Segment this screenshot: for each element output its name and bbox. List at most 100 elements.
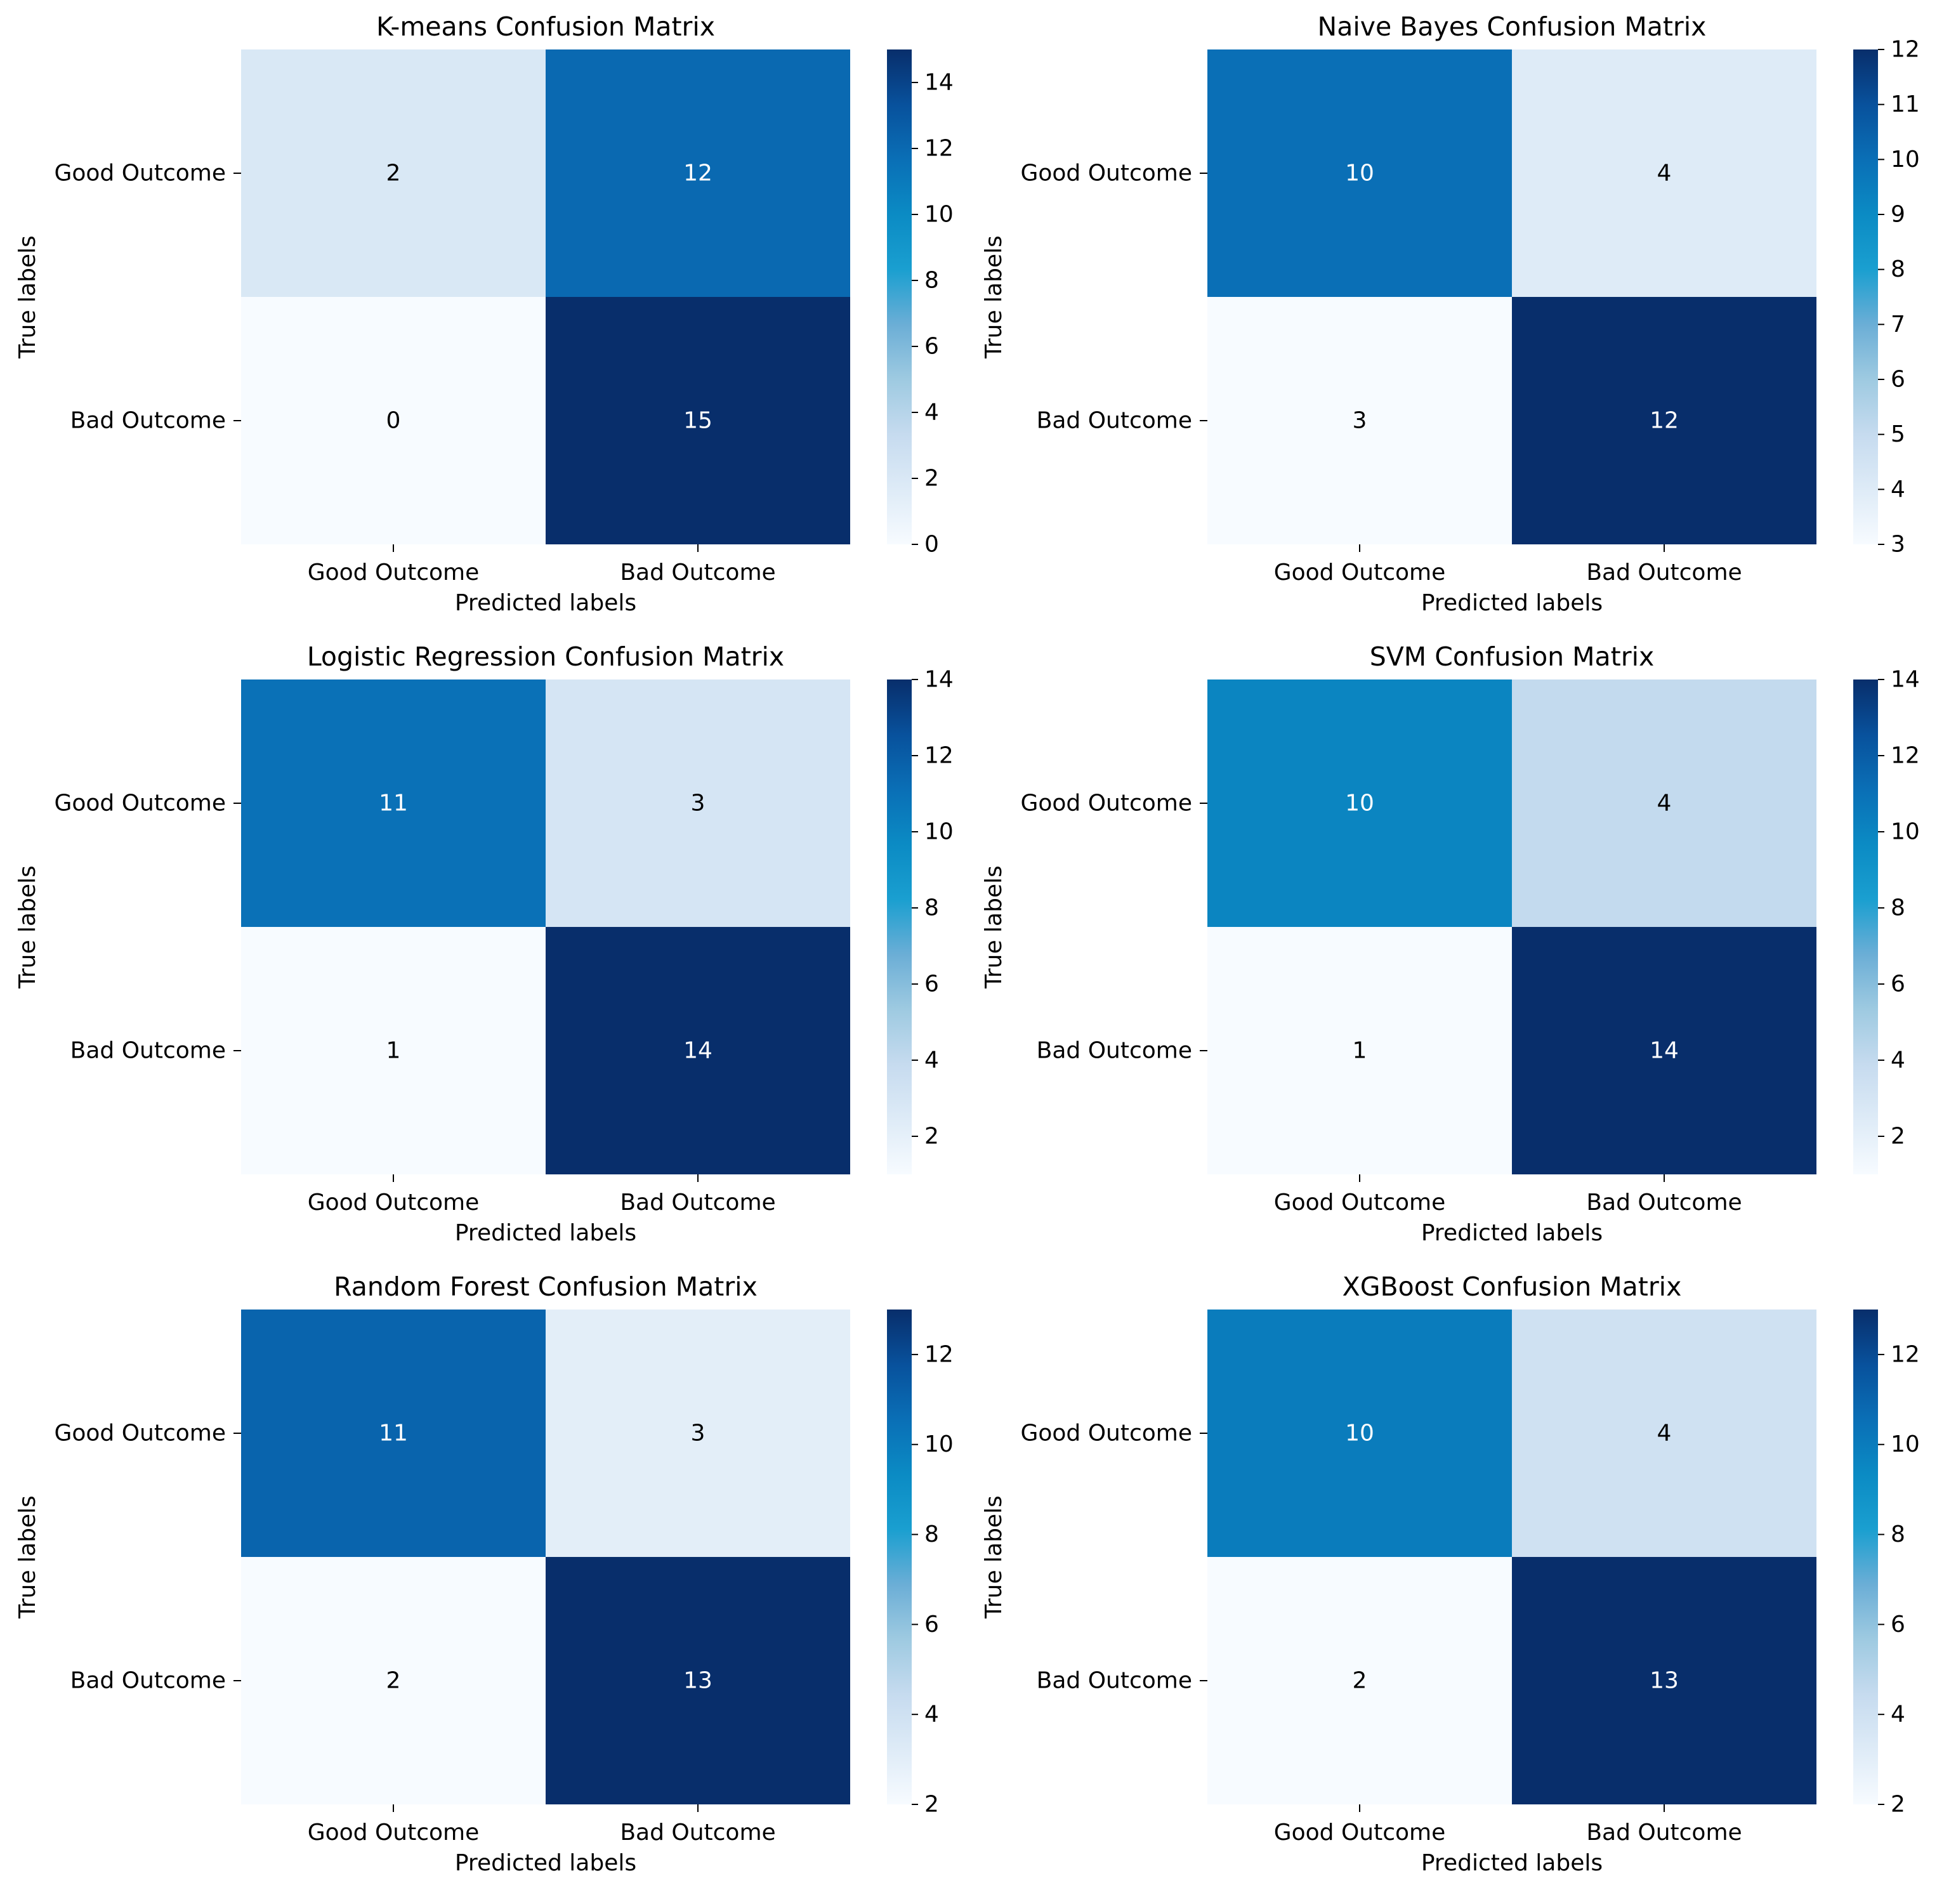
colorbar-tick-label: 2 — [924, 466, 939, 492]
colorbar-tick-label: 3 — [1891, 532, 1905, 558]
colorbar — [1853, 680, 1878, 1174]
colorbar-tick-label: 12 — [1891, 1341, 1920, 1367]
y-tick-label: Bad Outcome — [1037, 1038, 1192, 1064]
heatmap-cell — [241, 297, 546, 544]
panel-title: Logistic Regression Confusion Matrix — [307, 641, 784, 672]
colorbar-tick-label: 10 — [1891, 819, 1920, 845]
colorbar-tick-label: 10 — [924, 1431, 954, 1457]
colorbar-tick-label: 4 — [924, 1047, 939, 1073]
cell-value-label: 14 — [1650, 1038, 1679, 1064]
colorbar-tick-label: 4 — [1891, 1702, 1905, 1728]
cell-value-label: 3 — [691, 1421, 706, 1447]
y-tick-label: Good Outcome — [1020, 161, 1192, 187]
cell-value-label: 10 — [1345, 1421, 1374, 1447]
colorbar — [887, 49, 912, 544]
colorbar-tick-label: 10 — [1891, 147, 1920, 173]
x-tick-label: Good Outcome — [1274, 1820, 1446, 1846]
colorbar-tick-label: 12 — [1891, 743, 1920, 769]
heatmap-cell — [1207, 49, 1512, 297]
colorbar-tick-label: 6 — [1891, 1612, 1905, 1638]
cell-value-label: 4 — [1657, 161, 1672, 187]
y-tick-label: Bad Outcome — [70, 1668, 226, 1694]
colorbar — [1853, 1310, 1878, 1804]
cell-value-label: 4 — [1657, 791, 1672, 817]
cell-value-label: 15 — [683, 408, 712, 434]
y-axis-label: True labels — [981, 1495, 1007, 1619]
y-axis-label: True labels — [981, 235, 1007, 359]
colorbar-tick-label: 10 — [924, 202, 954, 228]
colorbar-tick-label: 8 — [924, 1521, 939, 1547]
colorbar-tick-label: 12 — [1891, 37, 1920, 63]
colorbar-tick-label: 4 — [924, 400, 939, 426]
x-tick-label: Good Outcome — [308, 1820, 480, 1846]
cell-value-label: 1 — [1353, 1038, 1367, 1064]
heatmap-cell — [1512, 49, 1816, 297]
x-axis-label: Predicted labels — [455, 1850, 636, 1876]
y-tick-label: Good Outcome — [1020, 1421, 1192, 1447]
colorbar — [1853, 49, 1878, 544]
cell-value-label: 2 — [386, 161, 401, 187]
colorbar-tick-label: 4 — [1891, 1047, 1905, 1073]
cell-value-label: 10 — [1345, 791, 1374, 817]
heatmap-cell — [546, 297, 850, 544]
cell-value-label: 12 — [683, 161, 712, 187]
heatmap-cell — [1512, 927, 1816, 1174]
colorbar-tick-label: 10 — [1891, 1431, 1920, 1457]
colorbar — [887, 1310, 912, 1804]
y-axis-label: True labels — [981, 865, 1007, 989]
cell-value-label: 12 — [1650, 408, 1679, 434]
y-tick-label: Good Outcome — [54, 791, 226, 817]
colorbar-tick-label: 2 — [1891, 1792, 1905, 1818]
heatmap-cell — [1512, 1310, 1816, 1557]
panel-title: Random Forest Confusion Matrix — [334, 1271, 758, 1302]
panel-title: Naive Bayes Confusion Matrix — [1318, 11, 1707, 42]
x-axis-label: Predicted labels — [1421, 1850, 1603, 1876]
colorbar-tick-label: 4 — [924, 1702, 939, 1728]
cell-value-label: 10 — [1345, 161, 1374, 187]
heatmap-cell — [546, 49, 850, 297]
cell-value-label: 2 — [386, 1668, 401, 1694]
heatmap-cell — [1207, 927, 1512, 1174]
confusion-matrix-panel: 10 4 2 13 XGBoost Confusion Matrix Good Outco… — [981, 1271, 1920, 1876]
colorbar-tick-label: 9 — [1891, 202, 1905, 228]
heatmap-cell — [1512, 297, 1816, 544]
colorbar-tick-label: 5 — [1891, 421, 1905, 447]
cell-value-label: 2 — [1353, 1668, 1367, 1694]
colorbar-tick-label: 8 — [924, 268, 939, 294]
x-tick-label: Bad Outcome — [620, 1820, 775, 1846]
colorbar-tick-label: 6 — [924, 971, 939, 997]
x-tick-label: Bad Outcome — [1586, 1820, 1742, 1846]
colorbar-tick-label: 2 — [924, 1792, 939, 1818]
colorbar-tick-label: 12 — [924, 1341, 954, 1367]
y-tick-label: Good Outcome — [1020, 791, 1192, 817]
y-axis-label: True labels — [15, 235, 41, 359]
heatmap-cell — [241, 1310, 546, 1557]
confusion-matrix-panel: 11 3 1 14 Logistic Regression Confusion Matr… — [15, 641, 954, 1246]
cell-value-label: 3 — [1353, 408, 1367, 434]
colorbar-tick-label: 6 — [1891, 367, 1905, 393]
colorbar-tick-label: 10 — [924, 819, 954, 845]
cell-value-label: 0 — [386, 408, 401, 434]
panel-title: SVM Confusion Matrix — [1370, 641, 1655, 672]
cell-value-label: 11 — [379, 1421, 408, 1447]
y-tick-label: Bad Outcome — [1037, 1668, 1192, 1694]
x-axis-label: Predicted labels — [1421, 1220, 1603, 1246]
colorbar-tick-label: 12 — [924, 136, 954, 162]
colorbar-tick-label: 0 — [924, 532, 939, 558]
y-tick-label: Bad Outcome — [1037, 408, 1192, 434]
heatmap-cell — [1207, 680, 1512, 927]
cell-value-label: 3 — [691, 791, 706, 817]
x-tick-label: Good Outcome — [1274, 1190, 1446, 1216]
colorbar-tick-label: 14 — [924, 667, 954, 693]
x-axis-label: Predicted labels — [455, 590, 636, 616]
x-tick-label: Bad Outcome — [620, 560, 775, 586]
heatmap-cell — [1207, 1557, 1512, 1804]
colorbar-tick-label: 6 — [1891, 971, 1905, 997]
y-axis-label: True labels — [15, 1495, 41, 1619]
x-tick-label: Good Outcome — [308, 1190, 480, 1216]
heatmap-cell — [546, 1557, 850, 1804]
x-tick-label: Bad Outcome — [1586, 560, 1742, 586]
colorbar-tick-label: 2 — [1891, 1124, 1905, 1150]
heatmap-cell — [1207, 297, 1512, 544]
heatmap-cell — [241, 680, 546, 927]
